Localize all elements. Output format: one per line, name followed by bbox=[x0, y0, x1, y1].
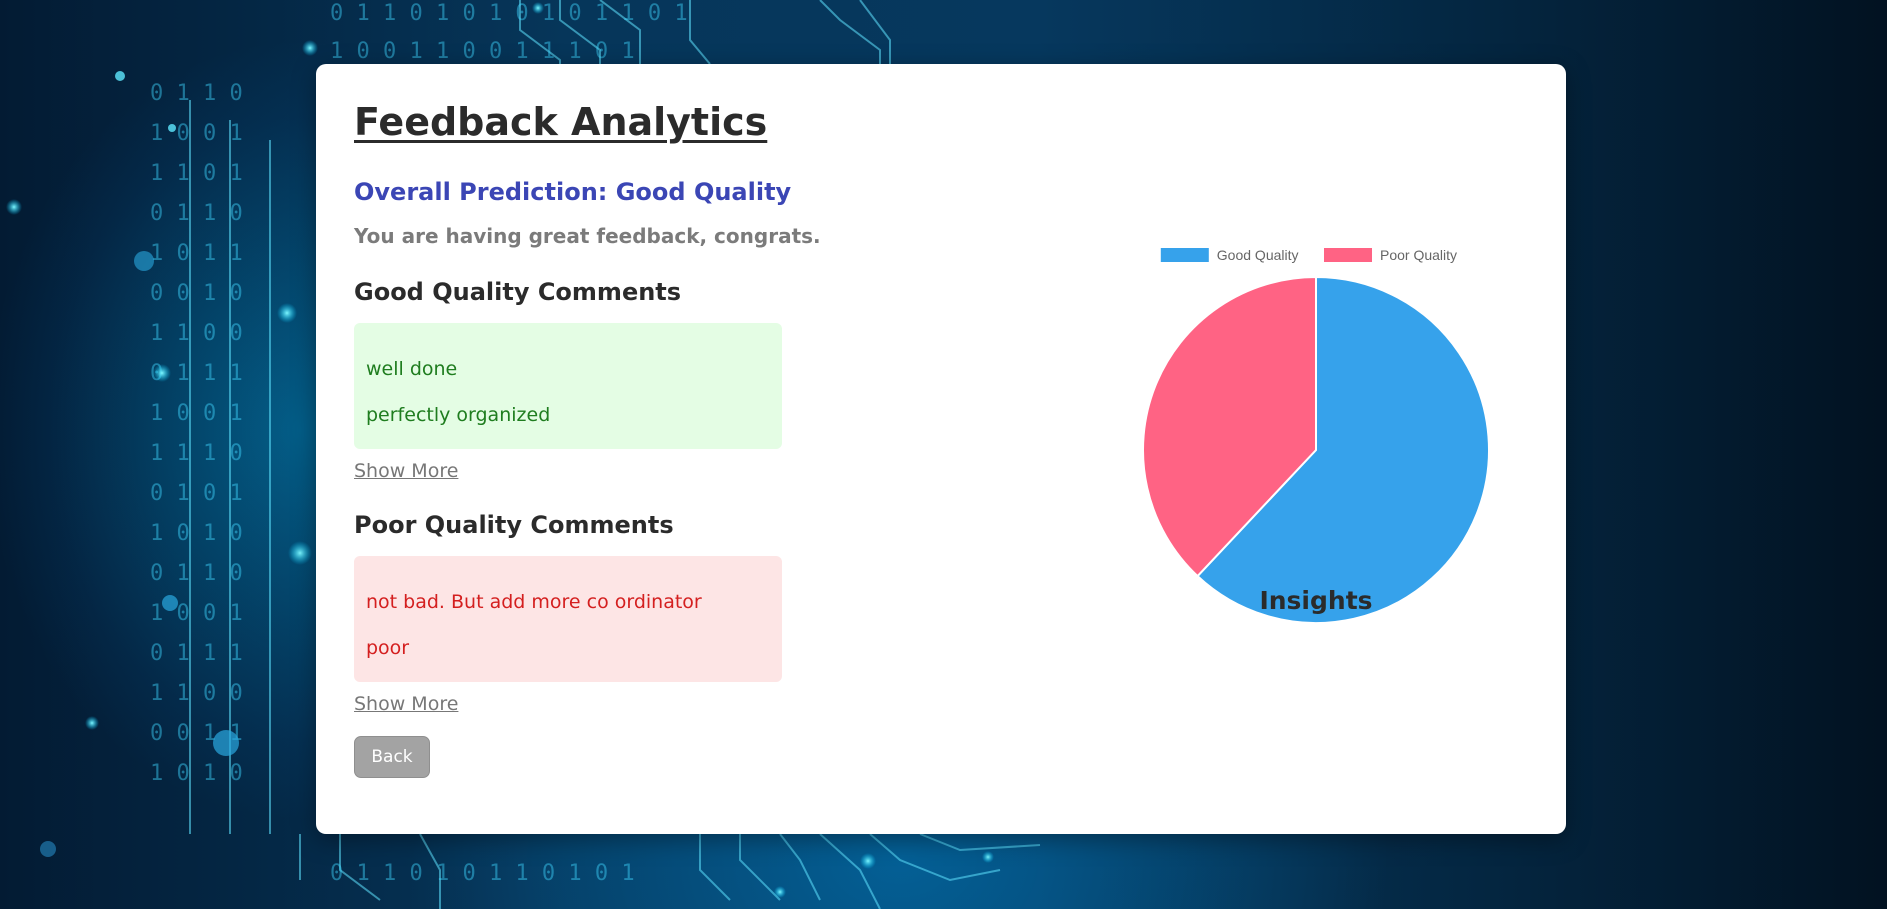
svg-text:0 1 0 1: 0 1 0 1 bbox=[150, 481, 243, 506]
good-comments-heading: Good Quality Comments bbox=[354, 278, 682, 306]
legend-label-poor-quality[interactable]: Poor Quality bbox=[1380, 247, 1457, 263]
poor-comments-heading: Poor Quality Comments bbox=[354, 511, 674, 539]
poor-show-more-link[interactable]: Show More bbox=[354, 693, 459, 715]
legend-swatch-poor-quality[interactable] bbox=[1324, 248, 1372, 262]
svg-text:1 0 1 0: 1 0 1 0 bbox=[150, 761, 243, 786]
svg-text:0 1 1 0: 0 1 1 0 bbox=[150, 561, 243, 586]
good-comment-item: well done bbox=[366, 358, 458, 380]
svg-text:1 0 1 0: 1 0 1 0 bbox=[150, 521, 243, 546]
svg-text:1 1 1 0: 1 1 1 0 bbox=[150, 441, 243, 466]
svg-text:0 1 1 0 1 0 1 1 0 1 0 1: 0 1 1 0 1 0 1 1 0 1 0 1 bbox=[330, 861, 635, 886]
good-show-more-link[interactable]: Show More bbox=[354, 460, 459, 482]
svg-text:0 1 1 0: 0 1 1 0 bbox=[150, 81, 243, 106]
svg-text:1 0 0 1 1 0 0 1 1 1 0 1: 1 0 0 1 1 0 0 1 1 1 0 1 bbox=[330, 39, 635, 64]
insights-pie-chart: Good Quality Poor Quality bbox=[1141, 247, 1490, 624]
overall-prediction: Overall Prediction: Good Quality bbox=[354, 178, 792, 206]
svg-text:0 0 1 0: 0 0 1 0 bbox=[150, 281, 243, 306]
poor-comments-box: not bad. But add more co ordinator poor bbox=[354, 556, 782, 682]
svg-text:1 1 0 1: 1 1 0 1 bbox=[150, 161, 243, 186]
legend-swatch-good-quality[interactable] bbox=[1160, 248, 1209, 262]
svg-text:1 0 1 1: 1 0 1 1 bbox=[150, 241, 243, 266]
poor-comment-item: not bad. But add more co ordinator bbox=[366, 591, 702, 613]
pie-slice-poor-quality[interactable] bbox=[1141, 275, 1317, 578]
svg-text:0 1 1 0 1 0 1 0 1 0 1 1 0 1: 0 1 1 0 1 0 1 0 1 0 1 1 0 1 bbox=[330, 1, 688, 26]
good-comments-box: well done perfectly organized bbox=[354, 323, 782, 449]
back-button[interactable]: Back bbox=[354, 736, 430, 778]
svg-text:1 0 0 1: 1 0 0 1 bbox=[150, 401, 243, 426]
poor-comment-item: poor bbox=[366, 637, 410, 659]
svg-text:0 1 1 0: 0 1 1 0 bbox=[150, 201, 243, 226]
page-title: Feedback Analytics bbox=[354, 100, 768, 144]
svg-text:1 1 0 0: 1 1 0 0 bbox=[150, 321, 243, 346]
legend-label-good-quality[interactable]: Good Quality bbox=[1217, 247, 1299, 263]
feedback-message: You are having great feedback, congrats. bbox=[354, 224, 821, 248]
feedback-card: Feedback Analytics Overall Prediction: G… bbox=[316, 64, 1566, 834]
svg-text:0 1 1 1: 0 1 1 1 bbox=[150, 641, 243, 666]
svg-text:1 1 0 0: 1 1 0 0 bbox=[150, 681, 243, 706]
good-comment-item: perfectly organized bbox=[366, 404, 551, 426]
chart-title: Insights bbox=[1259, 586, 1373, 615]
svg-text:1 0 0 1: 1 0 0 1 bbox=[150, 121, 243, 146]
pie-slice-good-quality[interactable] bbox=[1196, 275, 1490, 624]
chart-legend: Good Quality Poor Quality bbox=[1160, 247, 1457, 263]
pie-slices bbox=[1141, 275, 1490, 624]
